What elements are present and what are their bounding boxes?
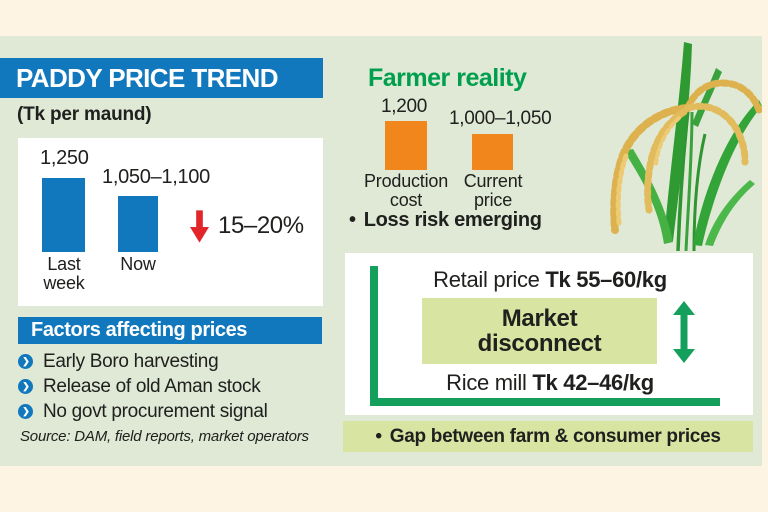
rice-plant-illustration (610, 42, 762, 251)
rice-mill-price-line: Rice mill Tk 42–46/kg (446, 370, 654, 395)
factors-list: ❯ Early Boro harvesting ❯ Release of old… (18, 349, 322, 424)
bullet-dot: • (349, 209, 356, 231)
factors-heading: Factors affecting prices (31, 319, 248, 341)
factors-heading-banner: Factors affecting prices (18, 317, 322, 344)
axis-horizontal-line (370, 398, 720, 406)
page-title: PADDY PRICE TREND (16, 62, 278, 93)
retail-price-line: Retail price Tk 55–60/kg (433, 267, 667, 292)
trend-chart: 1,250 1,050–1,100 Last week Now 15–20% (18, 138, 323, 306)
bar-label-current-price: Current price (463, 171, 523, 211)
chevron-bullet-icon: ❯ (18, 379, 33, 394)
bar-label-last-week: Last week (43, 254, 85, 294)
market-disconnect-label: Market disconnect (422, 298, 657, 364)
bar-production-cost (385, 121, 427, 170)
drop-percentage: 15–20% (218, 212, 304, 239)
bar-value-current-price: 1,000–1,050 (449, 108, 552, 129)
bar-label-now: Now (120, 254, 156, 274)
unit-subtitle: (Tk per maund) (17, 104, 152, 125)
bar-current-price (472, 134, 513, 170)
list-item: ❯ Release of old Aman stock (18, 374, 322, 399)
page-title-banner: PADDY PRICE TREND (0, 58, 323, 98)
chevron-bullet-icon: ❯ (18, 404, 33, 419)
market-disconnect-panel: Retail price Tk 55–60/kg Market disconne… (345, 253, 753, 415)
rice-mill-price-value: Tk 42–46/kg (532, 370, 654, 395)
bar-value-last-week: 1,250 (40, 147, 89, 169)
chevron-bullet-icon: ❯ (18, 354, 33, 369)
list-item: ❯ Early Boro harvesting (18, 349, 322, 374)
loss-risk-note: • Loss risk emerging (349, 209, 542, 231)
bar-now (118, 196, 158, 252)
bar-last-week (42, 178, 85, 252)
axis-vertical-line (370, 266, 378, 406)
up-down-arrow-icon (673, 301, 695, 363)
bar-value-now: 1,050–1,100 (102, 166, 210, 188)
farmer-reality-heading: Farmer reality (368, 64, 527, 92)
retail-price-value: Tk 55–60/kg (545, 267, 667, 292)
gap-note-banner: • Gap between farm & consumer prices (343, 421, 753, 452)
bar-label-production-cost: Production cost (363, 171, 449, 211)
list-item: ❯ No govt procurement signal (18, 399, 322, 424)
bullet-dot: • (375, 425, 382, 447)
source-note: Source: DAM, field reports, market opera… (20, 428, 309, 445)
bar-value-production-cost: 1,200 (381, 96, 428, 117)
down-arrow-icon (190, 210, 209, 243)
